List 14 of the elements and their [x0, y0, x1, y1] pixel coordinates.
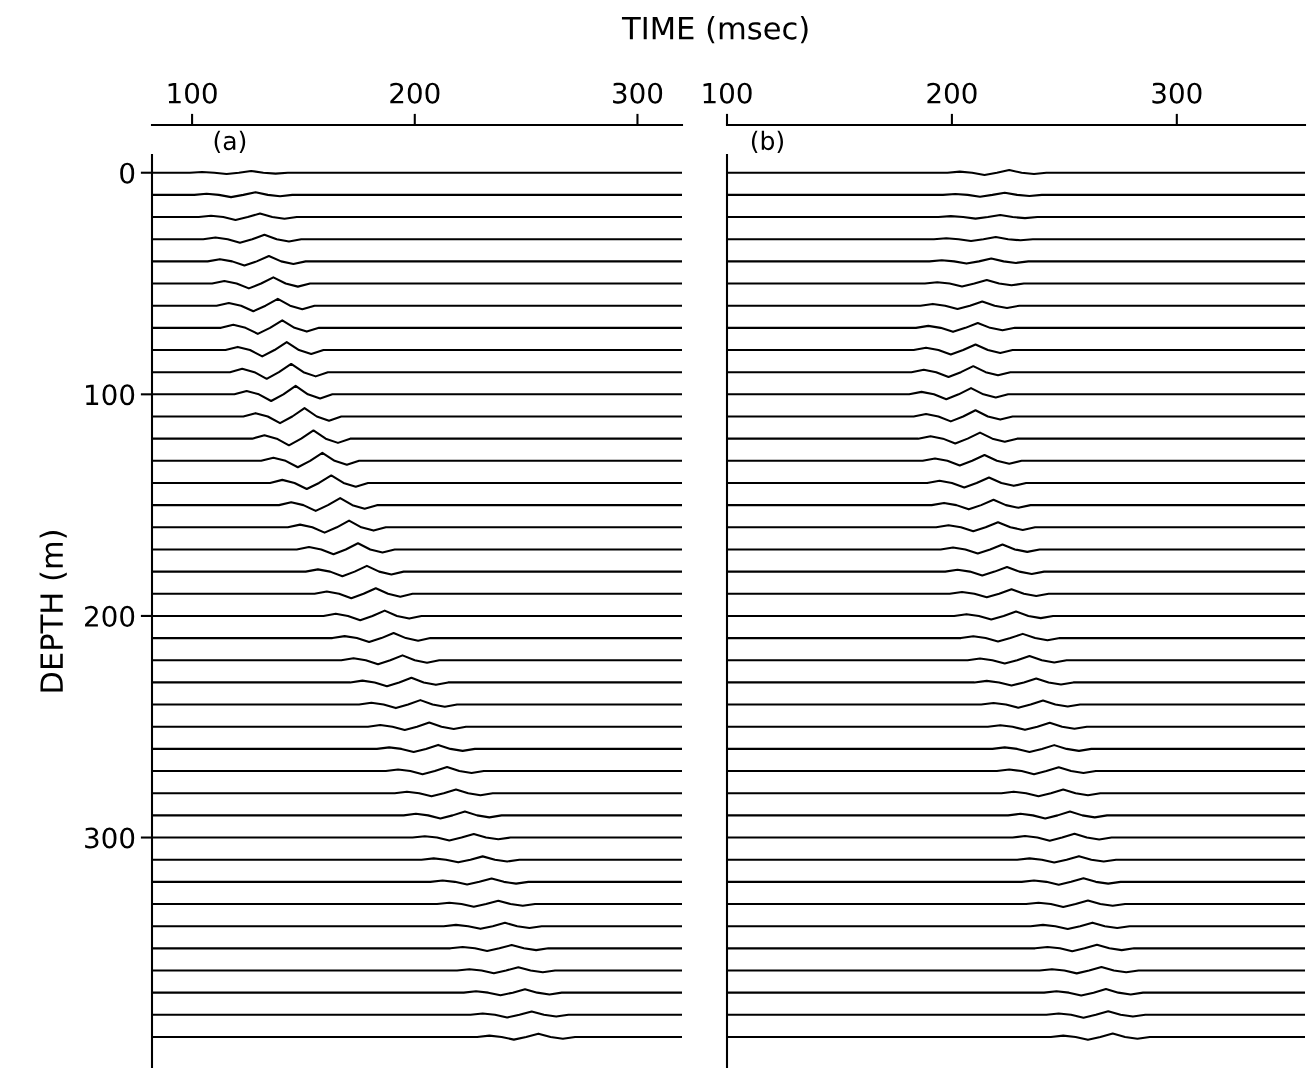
x-tick-label: 200	[390, 82, 440, 104]
x-tick-label: 200	[927, 82, 977, 104]
x-tick-label: 300	[1152, 82, 1202, 104]
y-tick-label: 200	[85, 605, 135, 627]
chart-title: (a)	[214, 130, 246, 154]
x-tick-label: 300	[613, 82, 663, 104]
y-tick-label: 100	[86, 384, 135, 406]
y-axis-title: DEPTH (m)	[39, 531, 67, 692]
x-axis-title: TIME (msec)	[621, 16, 808, 44]
x-tick-label: 100	[168, 82, 217, 104]
y-tick-label: 0	[120, 162, 135, 184]
x-tick-label: 100	[703, 82, 752, 104]
chart-title: (b)	[751, 130, 783, 154]
y-tick-label: 300	[85, 827, 135, 849]
